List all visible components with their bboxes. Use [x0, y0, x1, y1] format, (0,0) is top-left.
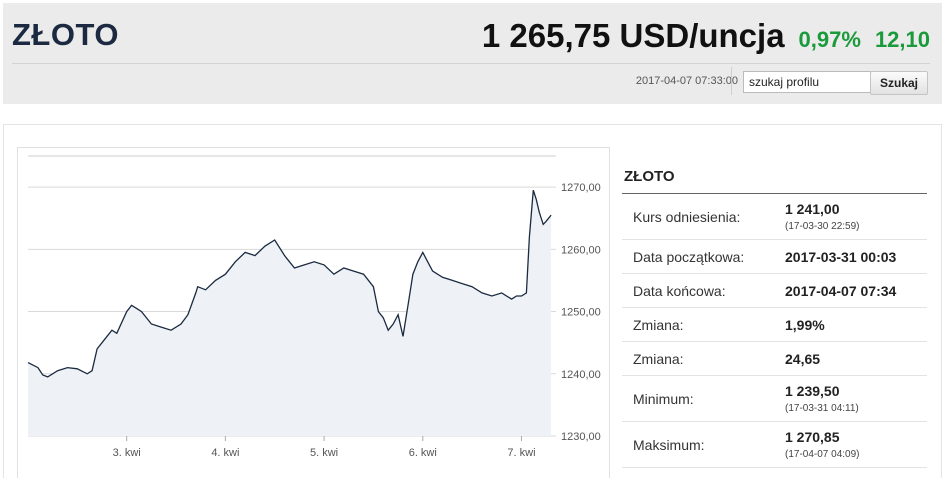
chart-svg: 1270,00 1260,00 1250,00 1240,00 1230,00 3. k… [27, 155, 601, 459]
x-tick-label: 6. kwi [409, 447, 437, 459]
info-row-value: 2017-04-07 07:34 [785, 282, 897, 299]
x-tick-label: 7. kwi [507, 447, 535, 459]
change-absolute: 12,10 [874, 27, 930, 52]
info-row-value: 1,99% [785, 316, 825, 333]
info-row-label: Data końcowa: [633, 282, 726, 299]
info-row-timestamp: (17-03-31 04:11) [785, 403, 859, 414]
instrument-info-table: ZŁOTO Kurs odniesienia: 1 241,00 (17-03-30… [622, 168, 927, 468]
search-input[interactable] [743, 71, 871, 93]
info-row: Data końcowa: 2017-04-07 07:34 [622, 274, 927, 308]
price-chart[interactable]: 1270,00 1260,00 1250,00 1240,00 1230,00 3. k… [17, 147, 610, 478]
quote-header: ZŁOTO 1 265,75 USD/uncja 0,97% 12,10 [3, 3, 942, 104]
current-price: 1 265,75 USD/uncja [481, 17, 785, 54]
info-row-value-group: 1,99% [785, 317, 825, 333]
info-row-label: Kurs odniesienia: [633, 208, 741, 225]
y-tick-label: 1230,00 [561, 431, 601, 443]
info-row: Data początkowa: 2017-03-31 00:03 [622, 240, 927, 274]
info-row-timestamp: (17-04-07 04:09) [785, 449, 860, 460]
info-row-value-group: 2017-03-31 00:03 [785, 249, 896, 265]
y-tick-label: 1240,00 [561, 369, 601, 381]
info-row-value-group: 24,65 [785, 351, 820, 367]
info-row: Maksimum: 1 270,85 (17-04-07 04:09) [622, 422, 927, 468]
info-row-label: Maksimum: [633, 436, 705, 453]
info-row: Zmiana: 24,65 [622, 342, 927, 376]
chart-area-fill [28, 190, 552, 436]
x-tick-label: 3. kwi [113, 447, 141, 459]
info-row-label: Zmiana: [633, 316, 684, 333]
price-block: 1 265,75 USD/uncja 0,97% 12,10 [482, 17, 930, 55]
info-row-value-group: 1 239,50 (17-03-31 04:11) [785, 383, 859, 414]
quote-timestamp: 2017-04-07 07:33:00 [635, 75, 738, 87]
info-row-value: 24,65 [785, 350, 821, 367]
info-row-value: 1 241,00 [785, 201, 840, 217]
x-tick-label: 5. kwi [310, 447, 338, 459]
info-row: Zmiana: 1,99% [622, 308, 927, 342]
timestamp-separator [731, 67, 732, 95]
info-row-value: 1 270,85 [785, 429, 840, 445]
info-row: Minimum: 1 239,50 (17-03-31 04:11) [622, 376, 927, 422]
info-row-value-group: 2017-04-07 07:34 [785, 283, 896, 299]
price-line [27, 190, 552, 378]
info-row-value-group: 1 241,00 (17-03-30 22:59) [785, 201, 860, 232]
instrument-title: ZŁOTO [12, 17, 119, 52]
info-row-value: 2017-03-31 00:03 [785, 248, 897, 265]
info-row-label: Zmiana: [633, 350, 684, 367]
info-row-value-group: 1 270,85 (17-04-07 04:09) [785, 429, 860, 460]
y-tick-label: 1250,00 [561, 307, 601, 319]
y-tick-label: 1260,00 [561, 244, 601, 256]
info-row-value: 1 239,50 [785, 383, 840, 399]
info-row-label: Data początkowa: [633, 248, 745, 265]
header-divider [12, 63, 930, 64]
y-tick-label: 1270,00 [561, 182, 601, 194]
change-percent: 0,97% [798, 27, 861, 52]
x-tick-label: 4. kwi [211, 447, 239, 459]
info-row-label: Minimum: [633, 390, 694, 407]
info-row: Kurs odniesienia: 1 241,00 (17-03-30 22:59… [622, 194, 927, 240]
info-row-timestamp: (17-03-30 22:59) [785, 221, 860, 232]
search-button[interactable]: Szukaj [870, 71, 928, 95]
info-title: ZŁOTO [622, 168, 927, 194]
